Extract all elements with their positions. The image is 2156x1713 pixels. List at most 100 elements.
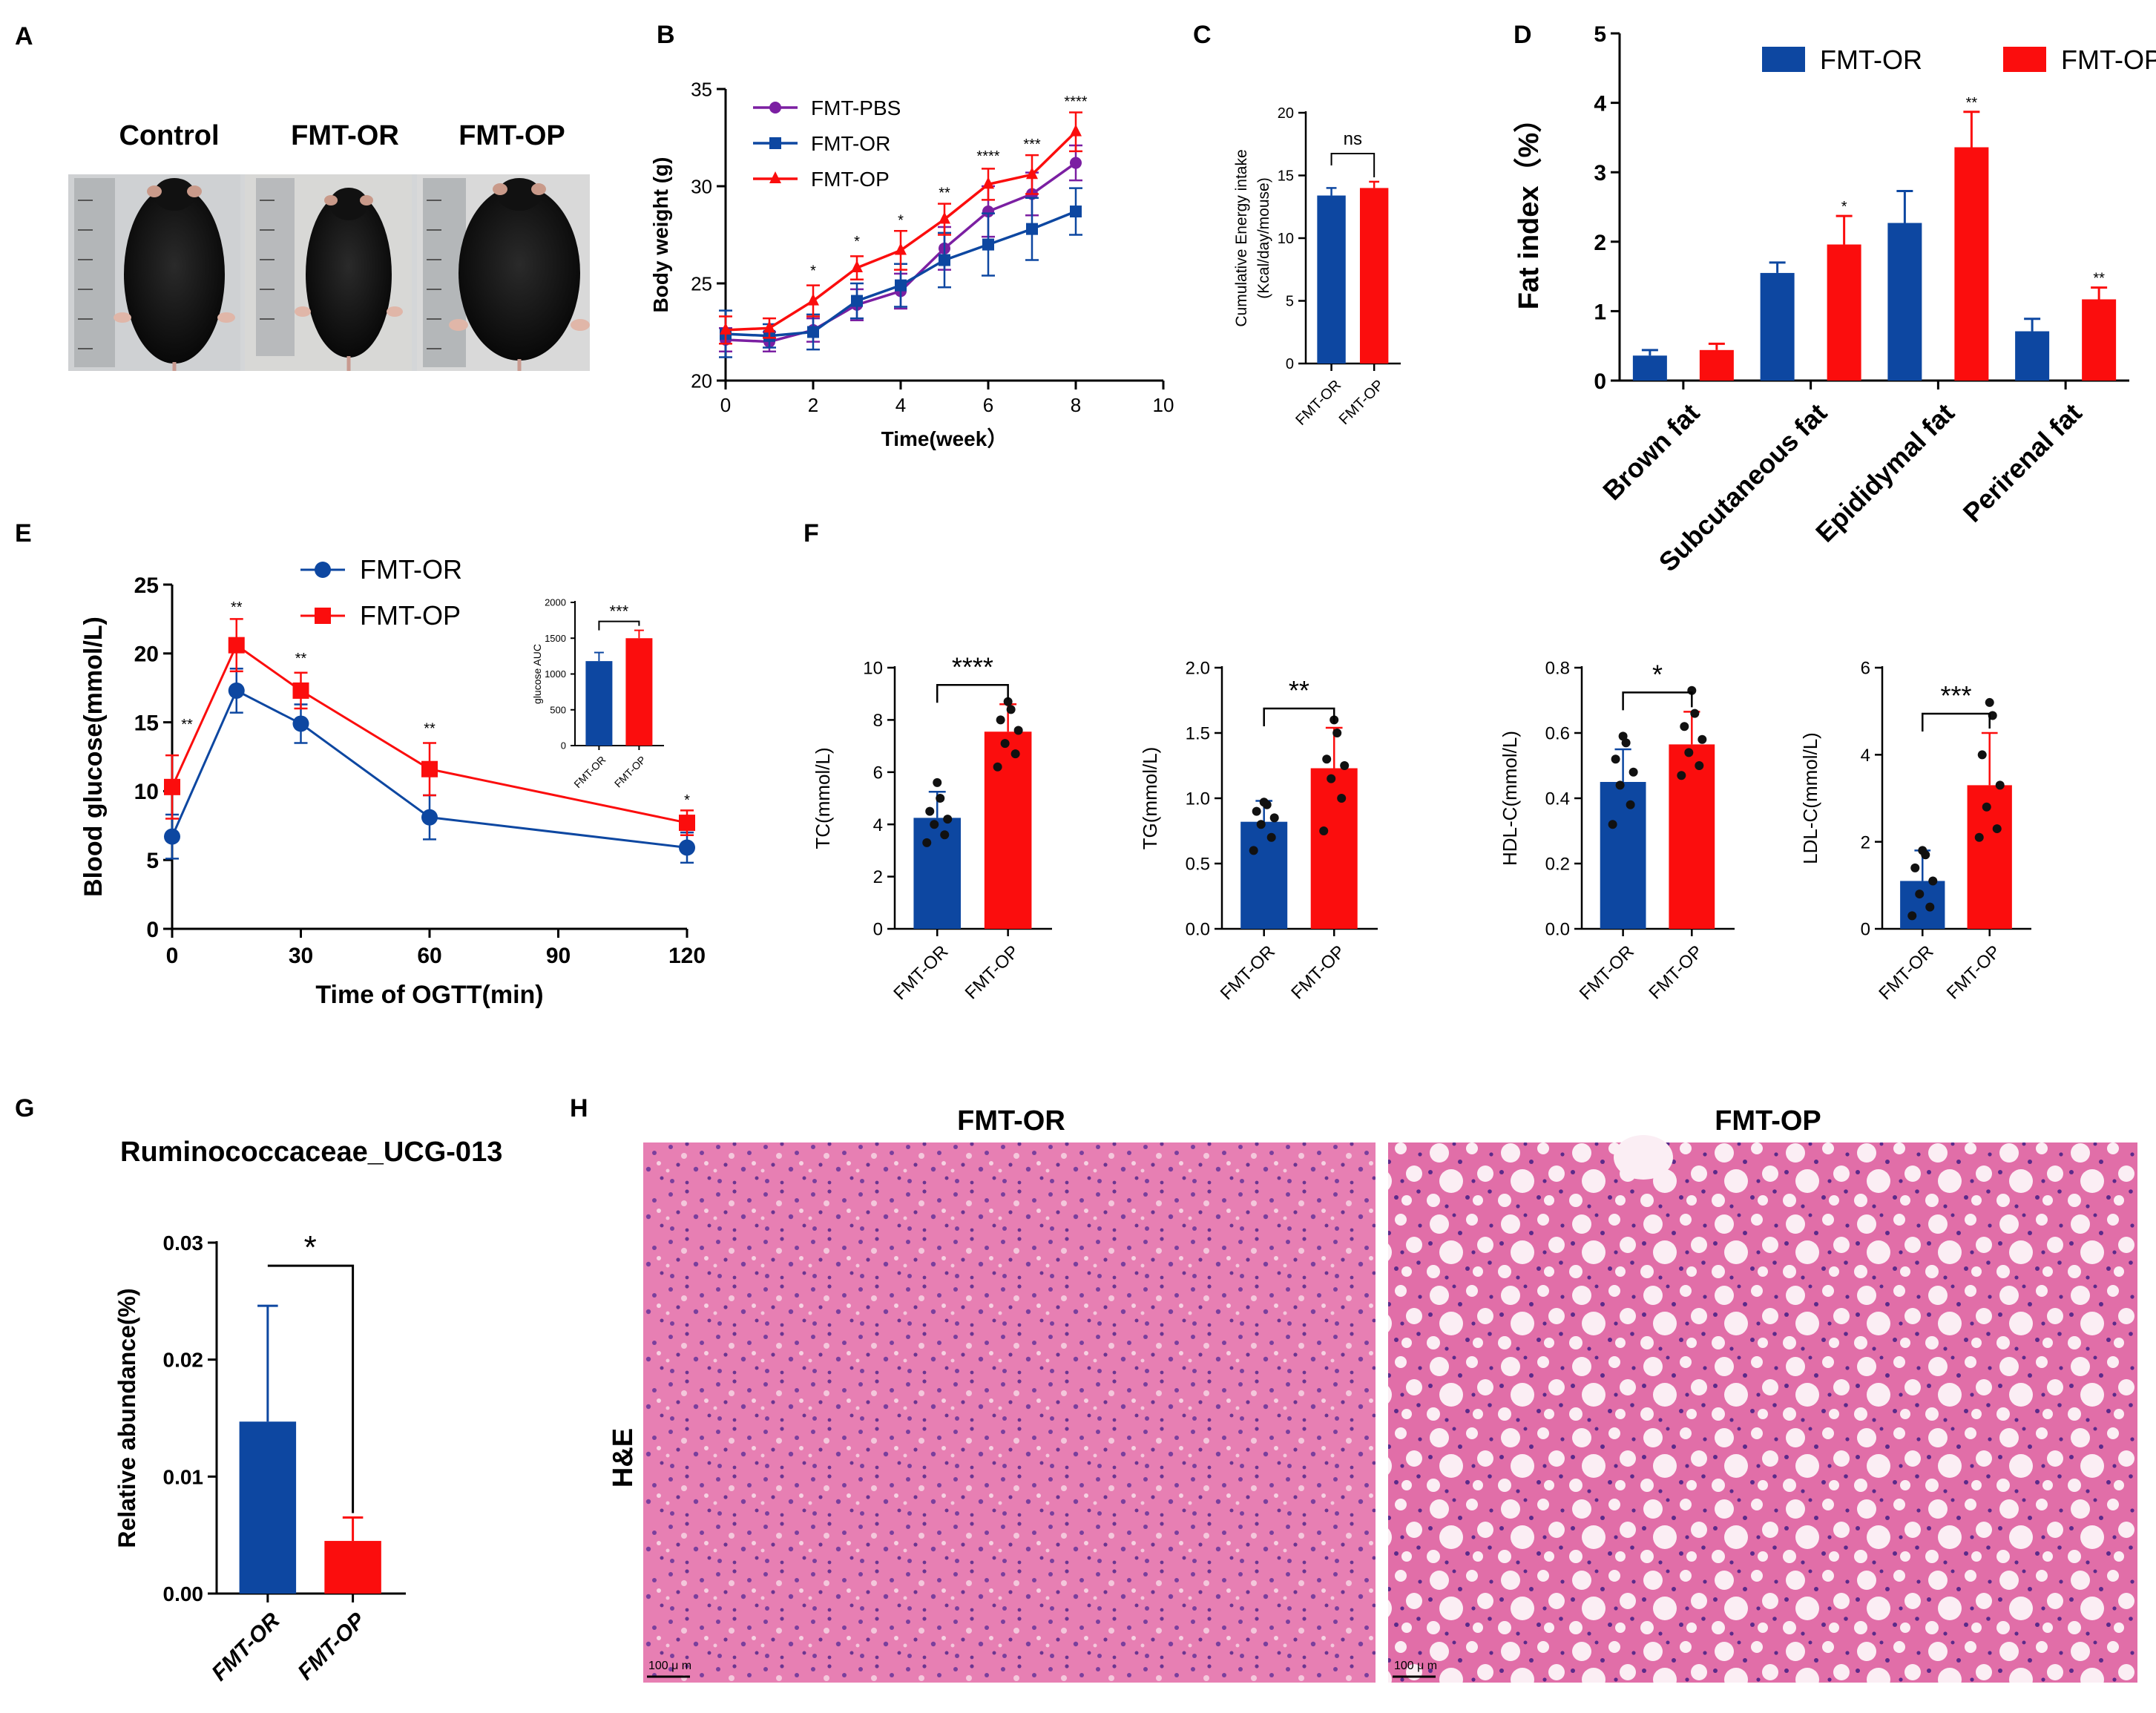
data-point bbox=[1995, 780, 2005, 790]
legend-label: FMT-OP bbox=[811, 168, 890, 191]
y-tick-label: 0.0 bbox=[1186, 920, 1210, 940]
legend-label: FMT-OR bbox=[360, 554, 462, 585]
y-tick-label: 0 bbox=[873, 920, 883, 940]
data-point bbox=[1695, 761, 1704, 770]
bar-op bbox=[1310, 768, 1358, 929]
bar-or bbox=[2015, 331, 2050, 381]
histology-title-fmt-or: FMT-OR bbox=[957, 1105, 1065, 1137]
data-point bbox=[1690, 708, 1700, 718]
panel-a: A Control FMT-OR FMT-OP bbox=[15, 22, 590, 371]
y-tick-label: 0.03 bbox=[163, 1232, 204, 1255]
y-tick-label: 2000 bbox=[545, 597, 566, 608]
photo-label-fmt-or: FMT-OR bbox=[291, 120, 399, 151]
x-tick-label: 30 bbox=[289, 944, 313, 968]
data-point bbox=[1618, 731, 1628, 741]
significance-bracket bbox=[1330, 152, 1376, 177]
significance-label: ** bbox=[181, 717, 193, 733]
data-point bbox=[1915, 890, 1925, 899]
bar-op bbox=[2082, 299, 2117, 381]
panel-h: H FMT-OR FMT-OP H&E 100 μ m 100 μ m bbox=[570, 1094, 2137, 1683]
significance-bracket bbox=[267, 1264, 355, 1513]
y-tick-label: 0 bbox=[1861, 920, 1870, 940]
bar-or bbox=[239, 1421, 297, 1594]
data-point bbox=[933, 777, 942, 787]
data-point bbox=[1697, 734, 1707, 744]
significance-bracket bbox=[1263, 707, 1335, 726]
x-tick-label: FMT-OP bbox=[1645, 941, 1706, 1003]
y-tick-label: 0.2 bbox=[1545, 855, 1570, 875]
bar-op bbox=[1954, 147, 1989, 381]
y-tick-label: 4 bbox=[1861, 746, 1870, 766]
data-point bbox=[1070, 206, 1082, 218]
y-tick-label: 0 bbox=[561, 740, 566, 752]
x-tick-label: 0 bbox=[166, 944, 179, 968]
y-axis-title: (Kcal/day/mouse) bbox=[1255, 177, 1272, 298]
x-tick-label: Brown fat bbox=[1597, 398, 1705, 506]
y-tick-label: 25 bbox=[134, 573, 159, 598]
panel-a-letter: A bbox=[15, 22, 33, 50]
panel-letter: E bbox=[15, 519, 32, 548]
y-tick-label: 0.5 bbox=[1186, 855, 1210, 875]
significance-label: * bbox=[810, 263, 816, 280]
data-point bbox=[930, 820, 939, 829]
x-axis-title: Time(week） bbox=[881, 427, 1008, 450]
y-tick-label: 5 bbox=[1594, 22, 1606, 47]
data-point bbox=[1611, 754, 1620, 764]
bar-op bbox=[625, 638, 653, 746]
data-point bbox=[1026, 167, 1038, 180]
significance-label: ns bbox=[1344, 129, 1362, 149]
y-tick-label: 1000 bbox=[545, 668, 566, 680]
data-point bbox=[922, 838, 932, 847]
chart-f-hdl: 0.0 0.2 0.4 0.6 0.8 FMT-OR FMT-OP * HDL-C(mmol/L… bbox=[1499, 659, 1735, 1004]
bar-or bbox=[1317, 195, 1346, 364]
y-tick-label: 4 bbox=[873, 815, 883, 835]
data-point bbox=[164, 828, 180, 845]
significance-label: * bbox=[1841, 199, 1847, 215]
x-axis-title: Time of OGTT(min) bbox=[315, 981, 543, 1009]
x-tick-label: 8 bbox=[1071, 394, 1081, 416]
y-tick-label: 1 bbox=[1594, 300, 1606, 324]
panel-letter: C bbox=[1193, 21, 1212, 49]
significance-label: ** bbox=[231, 599, 243, 616]
x-tick-label: FMT-OP bbox=[1287, 941, 1349, 1003]
bar-or bbox=[585, 661, 613, 746]
data-point bbox=[982, 177, 994, 189]
chart-e-blood-glucose: E 0 5 10 15 20 25 0 30 60 90 120 Time of OGTT(min) Bl… bbox=[15, 519, 706, 1009]
data-point bbox=[292, 682, 309, 699]
data-point bbox=[1608, 820, 1617, 829]
significance-label: * bbox=[854, 234, 860, 250]
legend-label: FMT-OP bbox=[360, 600, 461, 631]
y-tick-label: 0.8 bbox=[1545, 659, 1570, 679]
bar-op bbox=[1669, 744, 1715, 929]
data-point bbox=[1340, 761, 1350, 770]
y-tick-label: 0.00 bbox=[163, 1582, 204, 1605]
y-axis-title: TC(mmol/L) bbox=[812, 747, 834, 849]
bar-or bbox=[1632, 355, 1667, 381]
significance-bracket bbox=[1622, 691, 1693, 711]
data-point bbox=[1070, 124, 1082, 137]
data-point bbox=[292, 715, 309, 732]
data-point bbox=[1974, 832, 1984, 842]
legend-marker bbox=[315, 562, 331, 578]
significance-label: ** bbox=[1966, 95, 1978, 111]
significance-label: *** bbox=[1940, 680, 1971, 711]
y-axis-title: LDL-C(mmol/L) bbox=[1799, 732, 1821, 864]
y-tick-label: 25 bbox=[691, 272, 712, 295]
data-point bbox=[1907, 911, 1917, 921]
data-point bbox=[1910, 863, 1920, 872]
x-tick-label: FMT-OP bbox=[962, 941, 1023, 1003]
significance-label: **** bbox=[1064, 94, 1087, 111]
chart-title: Ruminococcaceae_UCG-013 bbox=[120, 1137, 502, 1168]
legend-swatch bbox=[2003, 47, 2046, 72]
liver-histology-icon bbox=[643, 1135, 2137, 1683]
y-tick-label: 2 bbox=[873, 867, 883, 887]
data-point bbox=[763, 320, 775, 333]
x-tick-label: Perirenal fat bbox=[1957, 398, 2088, 528]
y-tick-label: 1.0 bbox=[1186, 789, 1210, 809]
x-tick-label: FMT-OR bbox=[1292, 377, 1344, 429]
x-tick-label: 0 bbox=[720, 394, 731, 416]
data-point bbox=[1615, 780, 1625, 790]
